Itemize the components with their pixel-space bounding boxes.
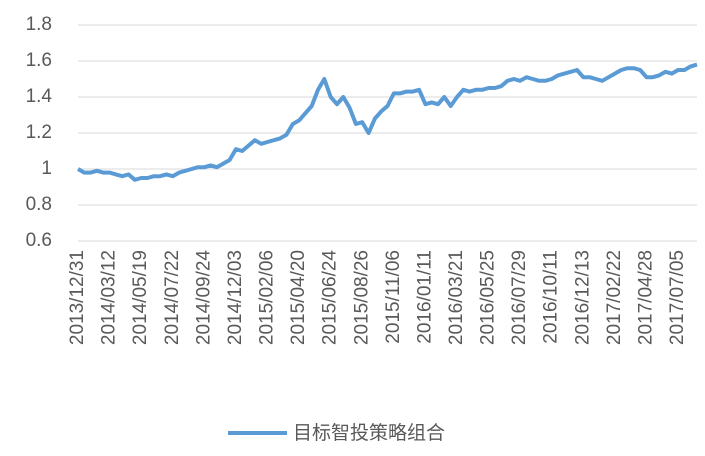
y-tick-label: 1.4 [26,86,53,107]
x-tick-label: 2014/12/03 [225,250,246,345]
x-tick-label: 2016/05/25 [478,250,499,345]
x-tick-label: 2015/08/26 [351,250,372,345]
x-tick-label: 2016/12/13 [572,250,593,345]
x-tick-label: 2014/05/19 [130,250,151,345]
x-tick-label: 2016/10/11 [541,250,562,344]
x-tick-label: 2015/11/06 [383,250,404,344]
y-tick-label: 1.6 [26,50,52,71]
y-tick-label: 1.8 [26,14,52,35]
x-tick-label: 2015/04/20 [288,250,309,345]
y-tick-label: 0.6 [26,230,52,251]
x-tick-label: 2017/02/22 [604,250,625,345]
series-line [77,62,698,182]
y-tick-label: 0.8 [26,194,52,215]
y-tick-label: 1 [41,158,52,179]
x-tick-label: 2014/09/24 [193,250,214,346]
x-tick-label: 2014/07/22 [162,250,183,345]
x-tick-label: 2015/02/06 [257,250,278,345]
legend-label: 目标智投策略组合 [293,422,445,444]
x-tick-label: 2017/07/05 [667,250,688,345]
x-tick-label: 2016/01/11 [414,250,435,344]
x-tick-label: 2017/04/28 [635,250,656,345]
x-tick-label: 2013/12/31 [67,250,88,345]
y-tick-label: 1.2 [26,122,52,143]
x-tick-label: 2016/07/29 [509,250,530,345]
x-tick-label: 2016/03/21 [446,250,467,345]
x-tick-label: 2014/03/12 [99,250,120,345]
x-tick-label: 2015/06/24 [320,250,341,346]
